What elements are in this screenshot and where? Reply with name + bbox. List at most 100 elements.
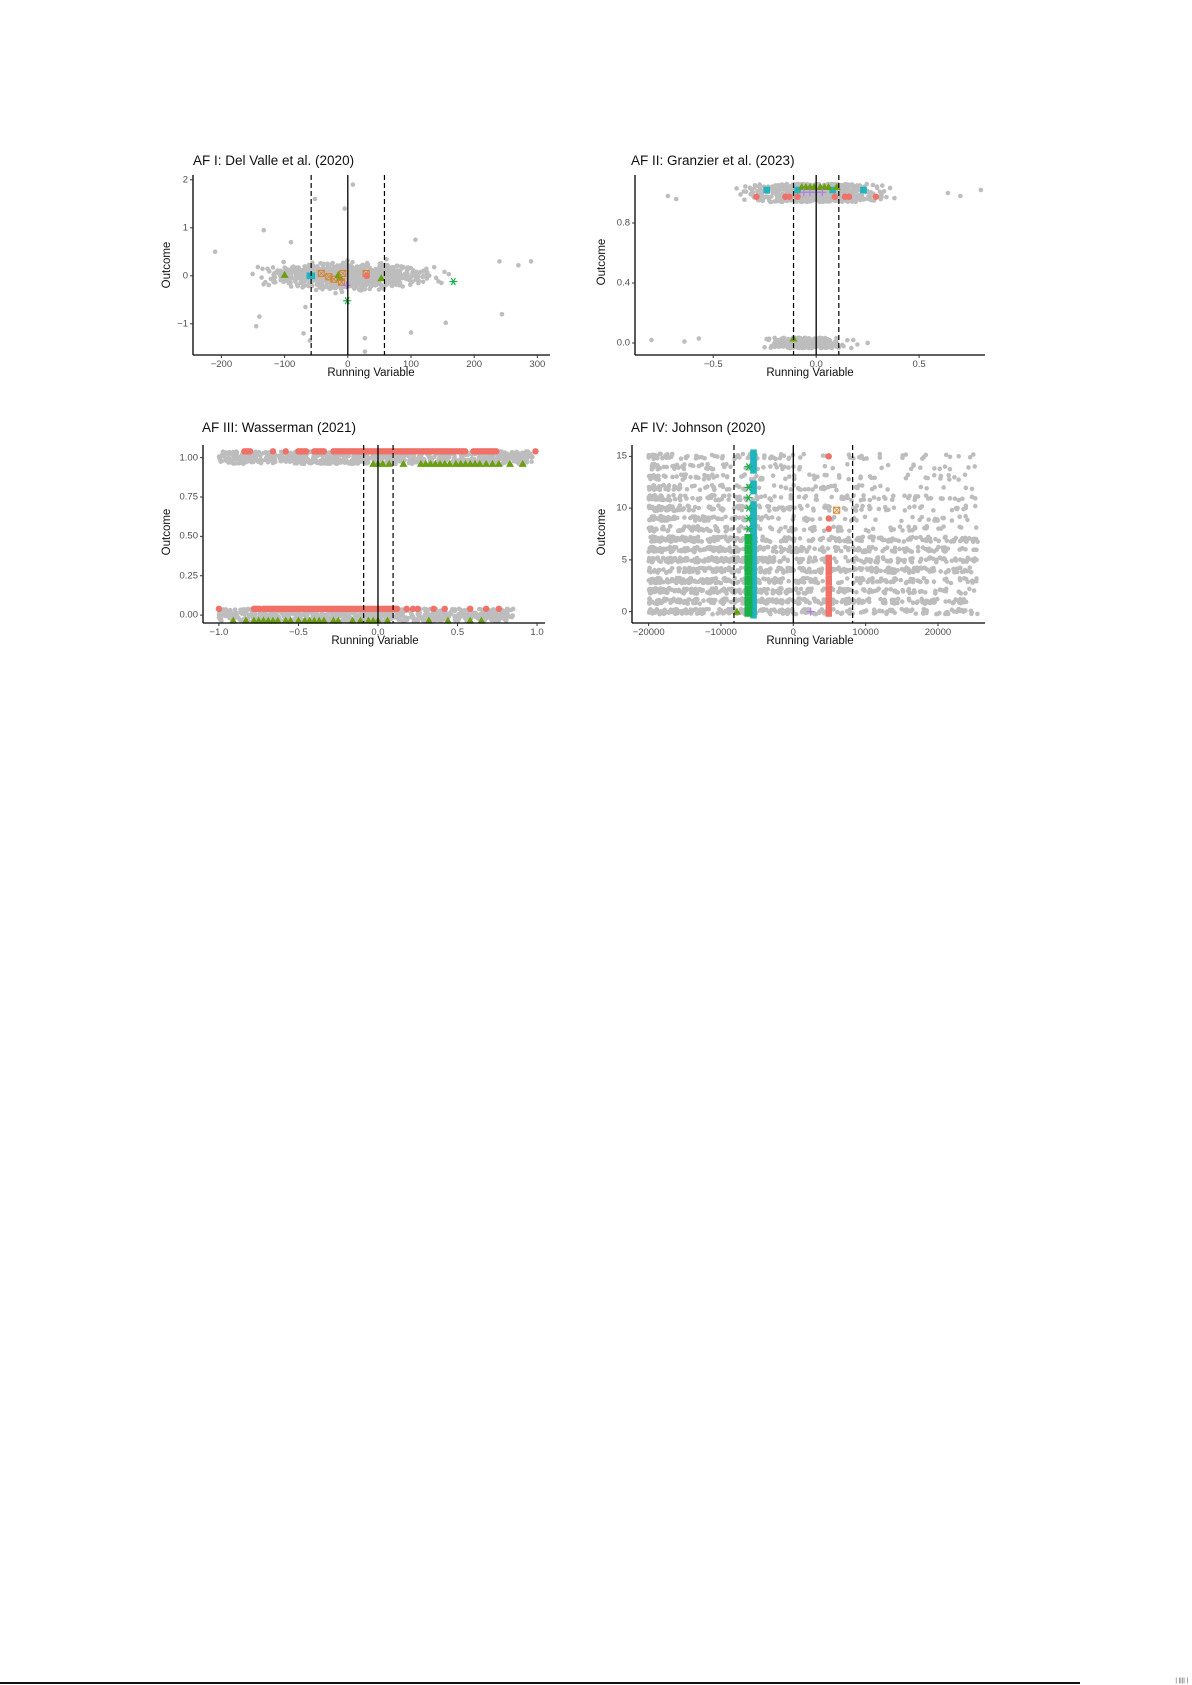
triangle-marker — [482, 459, 491, 467]
square-marker — [750, 611, 757, 619]
square-marker — [750, 515, 757, 522]
x-axis-label: Running Variable — [331, 635, 419, 647]
plus-marker — [342, 281, 351, 290]
x-tick-label: −200 — [210, 359, 233, 370]
square-marker — [763, 186, 771, 194]
x-tick-label: 0 — [790, 627, 796, 638]
triangle-marker — [832, 183, 841, 190]
square-marker — [750, 525, 757, 533]
circle-marker — [246, 448, 254, 455]
x-tick-label: 0.0 — [809, 359, 823, 370]
plus-marker — [818, 188, 827, 197]
box-marker — [337, 278, 346, 286]
triangle-marker — [294, 616, 303, 624]
triangle-marker — [494, 459, 503, 467]
square-marker — [860, 186, 867, 194]
y-tick-label: 0.25 — [179, 570, 199, 582]
circle-marker — [825, 453, 832, 460]
square-marker — [750, 546, 757, 553]
square-marker — [794, 186, 801, 194]
triangle-marker — [824, 183, 833, 190]
x-tick-label: 0.5 — [450, 627, 465, 638]
square-marker — [750, 484, 757, 491]
x-tick-label: −20000 — [632, 627, 665, 638]
circle-marker — [825, 515, 832, 522]
panel-title: AF III: Wasserman (2021) — [202, 420, 357, 435]
star-marker — [744, 483, 753, 492]
triangle-marker — [229, 616, 238, 624]
y-tick-label: 5 — [621, 554, 627, 566]
triangle-marker — [477, 616, 486, 624]
y-tick-label: 0.0 — [616, 337, 630, 349]
square-marker — [750, 560, 757, 567]
triangle-marker — [475, 459, 484, 467]
x-axis-label: Running Variable — [766, 635, 854, 647]
x-tick-label: 1.0 — [530, 627, 544, 638]
star-marker — [449, 277, 458, 286]
circle-marker — [495, 605, 503, 613]
square-marker — [750, 453, 757, 460]
x-tick-label: −1.0 — [209, 627, 229, 638]
circle-marker — [753, 193, 760, 200]
scatter-plot — [632, 175, 985, 358]
square-marker — [750, 608, 757, 615]
box-marker — [339, 269, 347, 277]
x-axis-label: Running Variable — [766, 367, 854, 379]
square-marker — [750, 601, 757, 609]
star-marker — [744, 494, 753, 502]
circle-marker — [282, 448, 289, 455]
circle-marker — [493, 448, 500, 455]
triangle-marker — [319, 616, 328, 624]
triangle-marker — [378, 459, 387, 467]
triangle-marker — [280, 270, 289, 278]
triangle-marker — [445, 459, 454, 467]
circle-marker — [467, 605, 474, 613]
y-tick-label: 0.50 — [179, 530, 199, 542]
circle-marker — [430, 605, 437, 613]
square-marker — [750, 535, 757, 543]
circle-marker — [363, 272, 370, 279]
panel-title: AF I: Del Valle et al. (2020) — [193, 153, 355, 168]
circle-marker — [215, 605, 223, 613]
circle-marker — [461, 448, 469, 455]
triangle-marker — [466, 616, 475, 624]
square-marker — [750, 449, 757, 457]
page-marker: | |||| | — [1175, 1678, 1188, 1684]
y-tick-label: 15 — [616, 450, 627, 462]
triangle-marker — [518, 459, 527, 467]
x-tick-label: −10000 — [704, 627, 737, 638]
square-marker — [750, 539, 757, 547]
square-marker — [750, 566, 757, 574]
triangle-marker — [356, 616, 365, 624]
square-marker — [750, 504, 757, 512]
y-tick-label: 0 — [621, 606, 627, 618]
y-tick-label: 0.00 — [179, 609, 199, 621]
triangle-marker — [273, 616, 282, 624]
plus-marker — [806, 607, 815, 616]
scatter-plot — [200, 445, 545, 626]
circle-marker — [409, 605, 417, 613]
circle-marker — [393, 605, 401, 613]
square-marker — [750, 577, 757, 584]
x-axis-label: Running Variable — [327, 367, 415, 379]
triangle-marker — [488, 459, 497, 467]
circle-marker — [320, 448, 328, 455]
x-tick-label: −0.5 — [703, 359, 723, 370]
scatter-plot — [190, 175, 550, 358]
x-tick-label: 0.0 — [371, 627, 385, 638]
triangle-marker — [399, 459, 408, 467]
circle-marker — [794, 193, 801, 200]
x-tick-label: 100 — [403, 359, 419, 370]
x-tick-label: 20000 — [924, 627, 952, 638]
footer-rule — [0, 1682, 1080, 1684]
box-marker — [317, 269, 325, 277]
square-marker — [750, 556, 757, 564]
x-tick-label: 300 — [529, 359, 546, 370]
scatter-plot — [629, 445, 985, 626]
x-tick-label: 200 — [466, 359, 483, 370]
y-tick-label: 0.75 — [179, 491, 199, 503]
